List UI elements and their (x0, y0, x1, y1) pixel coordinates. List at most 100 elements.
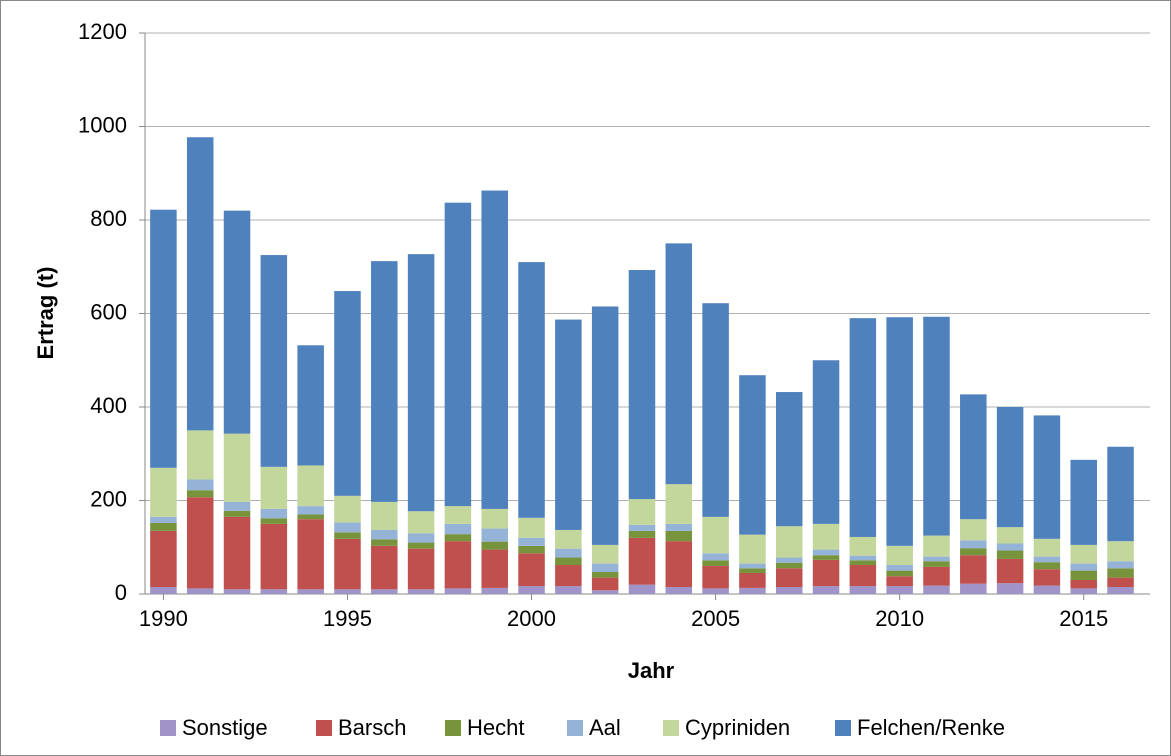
bar-segment (960, 548, 987, 556)
legend-swatch (316, 720, 332, 736)
bar-segment (996, 550, 1024, 559)
bar-segment (628, 530, 656, 538)
bar-segment (555, 529, 582, 549)
bar-segment (739, 568, 766, 573)
bar-segment (1070, 570, 1097, 580)
bar-segment (628, 270, 656, 500)
bar-segment (849, 565, 877, 587)
bar-segment (518, 545, 545, 554)
bar-segment (481, 190, 508, 509)
legend-swatch (663, 720, 679, 736)
bar-segment (150, 522, 177, 531)
bar-segment (297, 345, 324, 466)
bar-segment (223, 516, 251, 590)
y-axis-label: Ertrag (t) (33, 267, 58, 360)
legend-label: Felchen/Renke (857, 715, 1005, 740)
bar-segment (812, 549, 840, 556)
x-tick-label: 2015 (1059, 606, 1108, 631)
bar-segment (223, 501, 251, 511)
bar-segment (260, 466, 288, 509)
bar-segment (1070, 544, 1097, 564)
bar-segment (591, 590, 619, 594)
y-tick-label: 400 (90, 393, 127, 418)
bar-segment (960, 555, 987, 584)
bar-segment (407, 548, 435, 590)
bar-segment (260, 255, 288, 467)
bar-segment (960, 394, 987, 520)
bar-segment (407, 542, 435, 549)
legend-label: Aal (589, 715, 621, 740)
bar-segment (334, 291, 361, 496)
bar-segment (518, 537, 545, 546)
bar-segment (996, 527, 1024, 544)
bar-segment (886, 570, 913, 577)
bar-segment (923, 535, 950, 557)
bar-segment (481, 541, 508, 550)
bar-segment (702, 516, 729, 554)
bar-segment (1033, 538, 1061, 557)
bar-segment (260, 523, 288, 590)
bar-segment (996, 407, 1024, 528)
bar-segment (444, 506, 472, 524)
bar-segment (223, 433, 251, 502)
bar-segment (186, 479, 214, 491)
bar-segment (223, 589, 251, 594)
bar-segment (1070, 588, 1097, 594)
bar-segment (775, 568, 803, 587)
bar-segment (186, 588, 214, 594)
y-tick-label: 600 (90, 299, 127, 324)
bar-segment (555, 548, 582, 558)
bar-segment (996, 558, 1024, 584)
bar-segment (186, 497, 214, 589)
x-tick-label: 2010 (875, 606, 924, 631)
bar-segment (555, 565, 582, 587)
y-tick-label: 800 (90, 206, 127, 231)
x-tick-label: 1995 (323, 606, 372, 631)
x-tick-label: 1990 (139, 606, 188, 631)
y-tick-label: 200 (90, 486, 127, 511)
bar-segment (371, 539, 398, 546)
bar-segment (775, 586, 803, 594)
bar-segment (923, 316, 950, 536)
bar-segment (812, 523, 840, 550)
bar-segment (628, 537, 656, 585)
bar-segment (150, 516, 177, 523)
bar-segment (297, 519, 324, 590)
bar-segment (150, 586, 177, 594)
bar-segment (849, 555, 877, 561)
bar-segment (444, 541, 472, 589)
bar-segment (886, 586, 913, 594)
bar-segment (297, 506, 324, 515)
bar-segment (297, 514, 324, 520)
legend-label: Cypriniden (685, 715, 790, 740)
bar-segment (591, 563, 619, 573)
bar-segment (371, 261, 398, 502)
bar-segment (665, 541, 693, 587)
bar-segment (1033, 585, 1061, 594)
bar-segment (1070, 579, 1097, 589)
bar-segment (186, 490, 214, 498)
bar-segment (628, 584, 656, 594)
bar-segment (628, 524, 656, 531)
bar-segment (481, 549, 508, 588)
bar-segment (960, 583, 987, 594)
bar-segment (923, 556, 950, 562)
bar-segment (923, 566, 950, 586)
bar-segment (407, 254, 435, 512)
y-tick-label: 1000 (78, 112, 127, 137)
bar-segment (481, 508, 508, 529)
bar-segment (518, 517, 545, 538)
bar-segment (481, 587, 508, 594)
bar-segment (518, 553, 545, 587)
legend-label: Sonstige (182, 715, 268, 740)
bar-segment (702, 560, 729, 566)
bar-segment (665, 484, 693, 524)
bar-segment (739, 572, 766, 588)
bar-segment (518, 586, 545, 594)
bar-segment (812, 559, 840, 587)
bar-segment (849, 560, 877, 566)
bar-segment (1033, 569, 1061, 586)
bar-segment (775, 392, 803, 527)
legend-label: Barsch (338, 715, 406, 740)
bar-segment (334, 589, 361, 594)
